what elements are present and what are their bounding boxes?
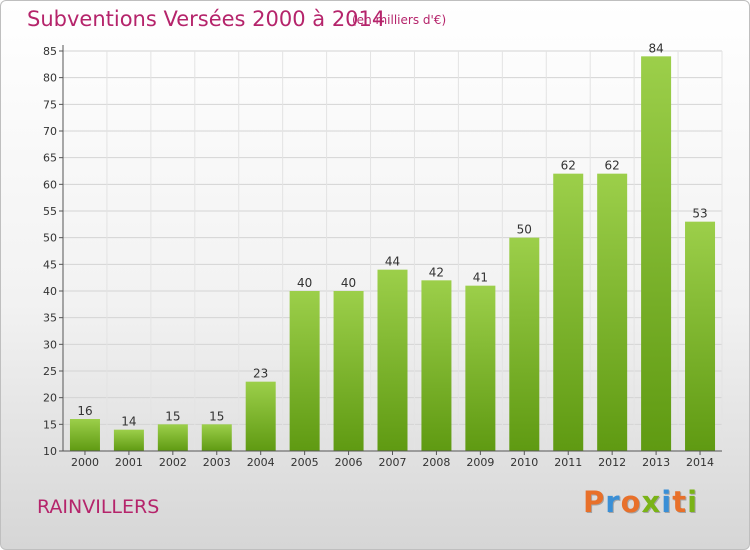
bar-value-label: 23 xyxy=(253,367,268,381)
y-tick-label: 50 xyxy=(43,232,57,245)
y-tick-label: 65 xyxy=(43,152,57,165)
bar-value-label: 40 xyxy=(297,276,312,290)
bar-value-label: 62 xyxy=(605,159,620,173)
y-tick-label: 45 xyxy=(43,258,57,271)
bar-value-label: 62 xyxy=(561,159,576,173)
y-tick-label: 85 xyxy=(43,45,57,58)
x-tick-label: 2012 xyxy=(598,456,626,469)
bar xyxy=(157,424,188,451)
y-tick-label: 60 xyxy=(43,178,57,191)
bar-value-label: 41 xyxy=(473,271,488,285)
bar-value-label: 50 xyxy=(517,223,532,237)
y-tick-label: 30 xyxy=(43,338,57,351)
bar xyxy=(685,221,716,451)
chart-subtitle: (en milliers d'€) xyxy=(352,13,447,27)
bar xyxy=(289,291,320,451)
x-tick-label: 2006 xyxy=(335,456,363,469)
x-tick-label: 2001 xyxy=(115,456,143,469)
bar xyxy=(421,280,452,451)
y-tick-label: 35 xyxy=(43,312,57,325)
bar-value-label: 53 xyxy=(692,207,707,221)
x-tick-label: 2000 xyxy=(71,456,99,469)
bar xyxy=(201,424,232,451)
bar xyxy=(245,381,276,451)
commune-name: RAINVILLERS xyxy=(37,496,160,518)
proxiti-logo[interactable]: Proxiti xyxy=(583,485,698,519)
bar-value-label: 14 xyxy=(121,415,136,429)
logo-letter: i xyxy=(687,485,699,519)
x-tick-label: 2011 xyxy=(554,456,582,469)
bar xyxy=(333,291,364,451)
y-tick-label: 40 xyxy=(43,285,57,298)
x-tick-label: 2013 xyxy=(642,456,670,469)
bar-value-label: 16 xyxy=(77,404,92,418)
y-tick-label: 55 xyxy=(43,205,57,218)
bar-value-label: 15 xyxy=(165,409,180,423)
bar xyxy=(509,237,540,451)
x-tick-label: 2005 xyxy=(291,456,319,469)
bar xyxy=(641,56,672,451)
x-tick-label: 2003 xyxy=(203,456,231,469)
axes: 10 15 20 25 30 35 40 45 50 55 60 65 70 75 80 85 2000 2001… xyxy=(43,45,722,469)
x-tick-label: 2008 xyxy=(422,456,450,469)
x-tick-label: 2010 xyxy=(510,456,538,469)
y-tick-label: 80 xyxy=(43,72,57,85)
logo-letter: x xyxy=(641,485,662,519)
bar xyxy=(597,173,628,451)
y-tick-label: 20 xyxy=(43,392,57,405)
logo-letter: P xyxy=(583,485,606,519)
bars: 16 14 15 15 23 40 40 44 42 41 50 62 62 84 53 xyxy=(69,41,716,451)
chart-title: Subventions Versées 2000 à 2014 xyxy=(27,7,386,31)
bar-value-label: 42 xyxy=(429,265,444,279)
logo-letter: r xyxy=(605,485,621,519)
y-tick-label: 70 xyxy=(43,125,57,138)
bar xyxy=(69,419,100,451)
x-tick-label: 2002 xyxy=(159,456,187,469)
bar-value-label: 40 xyxy=(341,276,356,290)
x-tick-label: 2009 xyxy=(466,456,494,469)
bar-value-label: 84 xyxy=(648,41,663,55)
y-tick-label: 10 xyxy=(43,445,57,458)
bar xyxy=(377,269,408,451)
logo-letter: o xyxy=(620,485,642,519)
logo-letter: i xyxy=(661,485,673,519)
bar xyxy=(113,429,144,451)
bar-value-label: 44 xyxy=(385,255,400,269)
x-tick-label: 2007 xyxy=(379,456,407,469)
y-tick-label: 25 xyxy=(43,365,57,378)
x-tick-label: 2014 xyxy=(686,456,714,469)
logo-letter: t xyxy=(672,485,688,519)
y-tick-label: 15 xyxy=(43,418,57,431)
x-tick-label: 2004 xyxy=(247,456,275,469)
bar xyxy=(553,173,584,451)
bar-value-label: 15 xyxy=(209,409,224,423)
bar xyxy=(465,285,496,451)
y-tick-label: 75 xyxy=(43,98,57,111)
